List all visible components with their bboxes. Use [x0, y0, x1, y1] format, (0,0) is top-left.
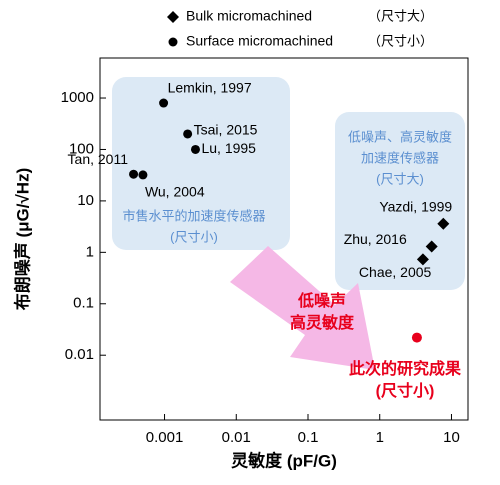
- data-point: [159, 98, 169, 108]
- y-axis-label: 布朗噪声 (μG/√Hz): [12, 168, 32, 311]
- highlight-label: (尺寸小): [376, 381, 435, 400]
- x-axis-label: 灵敏度 (pF/G): [231, 450, 337, 470]
- legend-label: Bulk micromachined: [186, 8, 312, 24]
- y-tick-label: 100: [69, 140, 94, 157]
- region-label: 市售水平的加速度传感器: [122, 208, 265, 223]
- data-point: [190, 144, 200, 154]
- point-label: Tan, 2011: [68, 151, 129, 167]
- region-label: (尺寸大): [376, 171, 424, 186]
- y-tick-label: 1000: [61, 89, 94, 106]
- highlight-point: [411, 332, 422, 343]
- x-tick-label: 0.01: [222, 429, 251, 446]
- x-tick-label: 0.001: [146, 429, 184, 446]
- point-label: Zhu, 2016: [344, 231, 407, 247]
- y-tick-label: 1: [86, 243, 94, 260]
- arrow-label: 高灵敏度: [290, 313, 355, 332]
- data-point: [183, 129, 193, 139]
- data-point: [138, 170, 148, 180]
- x-tick-label: 10: [443, 429, 460, 446]
- highlight-label: 此次的研究成果: [349, 359, 461, 378]
- x-tick-label: 0.1: [298, 429, 319, 446]
- region-label: (尺寸小): [170, 229, 218, 244]
- x-tick-label: 1: [376, 429, 384, 446]
- region-label: 低噪声、高灵敏度: [348, 129, 452, 144]
- y-tick-label: 0.1: [73, 295, 94, 312]
- data-point: [425, 240, 438, 253]
- arrow-label: 低噪声: [297, 291, 346, 310]
- data-point: [129, 169, 139, 179]
- legend-marker: [167, 11, 179, 23]
- legend-size-note: （尺寸小）: [368, 33, 433, 48]
- commercial-region: [112, 77, 290, 250]
- point-label: Wu, 2004: [145, 184, 205, 200]
- point-label: Chae, 2005: [359, 264, 432, 280]
- legend-marker: [168, 37, 178, 47]
- y-tick-label: 10: [77, 192, 94, 209]
- point-label: Lemkin, 1997: [168, 80, 252, 96]
- plot-frame: [99, 57, 469, 421]
- region-label: 加速度传感器: [361, 150, 439, 165]
- legend-label: Surface micromachined: [186, 33, 333, 49]
- point-label: Lu, 1995: [201, 140, 256, 156]
- legend-size-note: （尺寸大）: [368, 8, 433, 23]
- data-point: [416, 253, 429, 266]
- point-label: Yazdi, 1999: [379, 198, 452, 214]
- improvement-arrow: [230, 246, 375, 370]
- y-tick-label: 0.01: [65, 346, 94, 363]
- point-label: Tsai, 2015: [194, 122, 258, 138]
- data-point: [437, 217, 450, 230]
